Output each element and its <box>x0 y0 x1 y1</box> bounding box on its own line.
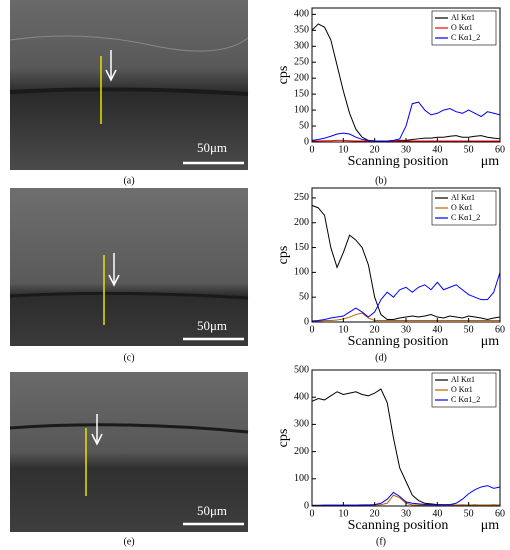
x-tick-label: 60 <box>495 324 505 335</box>
y-tick-label: 300 <box>294 41 309 52</box>
sem-image: 50μm <box>9 0 249 170</box>
x-tick-label: 10 <box>338 508 348 519</box>
x-tick-label: 60 <box>495 144 505 155</box>
panel-label: (a) <box>123 175 134 186</box>
sem-image: 50μm <box>9 188 249 346</box>
legend-label: O Kα1 <box>451 203 473 212</box>
x-tick-label: 50 <box>464 144 474 155</box>
x-tick-label: 50 <box>464 508 474 519</box>
data-line <box>311 101 501 142</box>
y-tick-label: 300 <box>294 419 309 430</box>
panel-label: (e) <box>123 536 134 547</box>
panel-label: (f) <box>376 536 386 547</box>
y-tick-label: 0 <box>304 316 309 327</box>
y-tick-label: 50 <box>299 291 309 302</box>
y-tick-label: 50 <box>299 120 309 131</box>
sem-image: 50μm <box>9 372 249 532</box>
panel-label: (b) <box>375 175 387 186</box>
legend-label: Al Kα1 <box>451 13 475 22</box>
legend-label: C Kα1_2 <box>451 395 480 404</box>
legend-label: Al Kα1 <box>451 375 475 384</box>
y-tick-label: 200 <box>294 217 309 228</box>
panel-label: (c) <box>123 352 134 363</box>
y-tick-label: 400 <box>294 9 309 20</box>
x-tick-label: 30 <box>401 508 411 519</box>
x-tick-label: 20 <box>370 324 380 335</box>
x-tick-label: 0 <box>310 144 315 155</box>
y-tick-label: 200 <box>294 72 309 83</box>
legend-label: Al Kα1 <box>451 193 475 202</box>
y-tick-label: 200 <box>294 446 309 457</box>
x-axis-label: Scanning position <box>348 154 449 169</box>
x-axis-label: Scanning position <box>348 334 449 349</box>
x-tick-label: 40 <box>432 144 442 155</box>
scale-bar-label: 50μm <box>197 318 227 333</box>
x-tick-label: 60 <box>495 508 505 519</box>
y-tick-label: 400 <box>294 391 309 402</box>
x-tick-label: 0 <box>310 508 315 519</box>
y-tick-label: 500 <box>294 364 309 375</box>
y-tick-label: 250 <box>294 57 309 68</box>
x-axis-unit: μm <box>481 154 500 169</box>
y-tick-label: 100 <box>294 473 309 484</box>
x-axis-unit: μm <box>481 518 500 533</box>
x-tick-label: 30 <box>401 324 411 335</box>
y-tick-label: 250 <box>294 192 309 203</box>
x-tick-label: 10 <box>338 144 348 155</box>
data-line <box>311 272 501 322</box>
legend-label: O Kα1 <box>451 385 473 394</box>
y-tick-label: 100 <box>294 104 309 115</box>
x-tick-label: 20 <box>370 144 380 155</box>
scale-bar-label: 50μm <box>197 503 227 518</box>
panel-label: (d) <box>375 352 387 363</box>
x-tick-label: 30 <box>401 144 411 155</box>
y-tick-label: 100 <box>294 267 309 278</box>
x-tick-label: 40 <box>432 324 442 335</box>
x-tick-label: 10 <box>338 324 348 335</box>
y-tick-label: 350 <box>294 25 309 36</box>
x-axis-unit: μm <box>481 334 500 349</box>
x-tick-label: 50 <box>464 324 474 335</box>
y-tick-label: 150 <box>294 242 309 253</box>
y-tick-label: 0 <box>304 500 309 511</box>
x-tick-label: 0 <box>310 324 315 335</box>
x-axis-label: Scanning position <box>348 518 449 533</box>
data-line <box>311 204 501 321</box>
x-tick-label: 20 <box>370 508 380 519</box>
legend-label: C Kα1_2 <box>451 213 480 222</box>
scale-bar-label: 50μm <box>197 140 227 155</box>
y-axis-label: cps <box>276 429 291 448</box>
y-tick-label: 150 <box>294 88 309 99</box>
legend-label: C Kα1_2 <box>451 33 480 42</box>
legend-label: O Kα1 <box>451 23 473 32</box>
y-axis-label: cps <box>276 66 291 85</box>
x-tick-label: 40 <box>432 508 442 519</box>
y-tick-label: 0 <box>304 136 309 147</box>
y-axis-label: cps <box>276 246 291 265</box>
